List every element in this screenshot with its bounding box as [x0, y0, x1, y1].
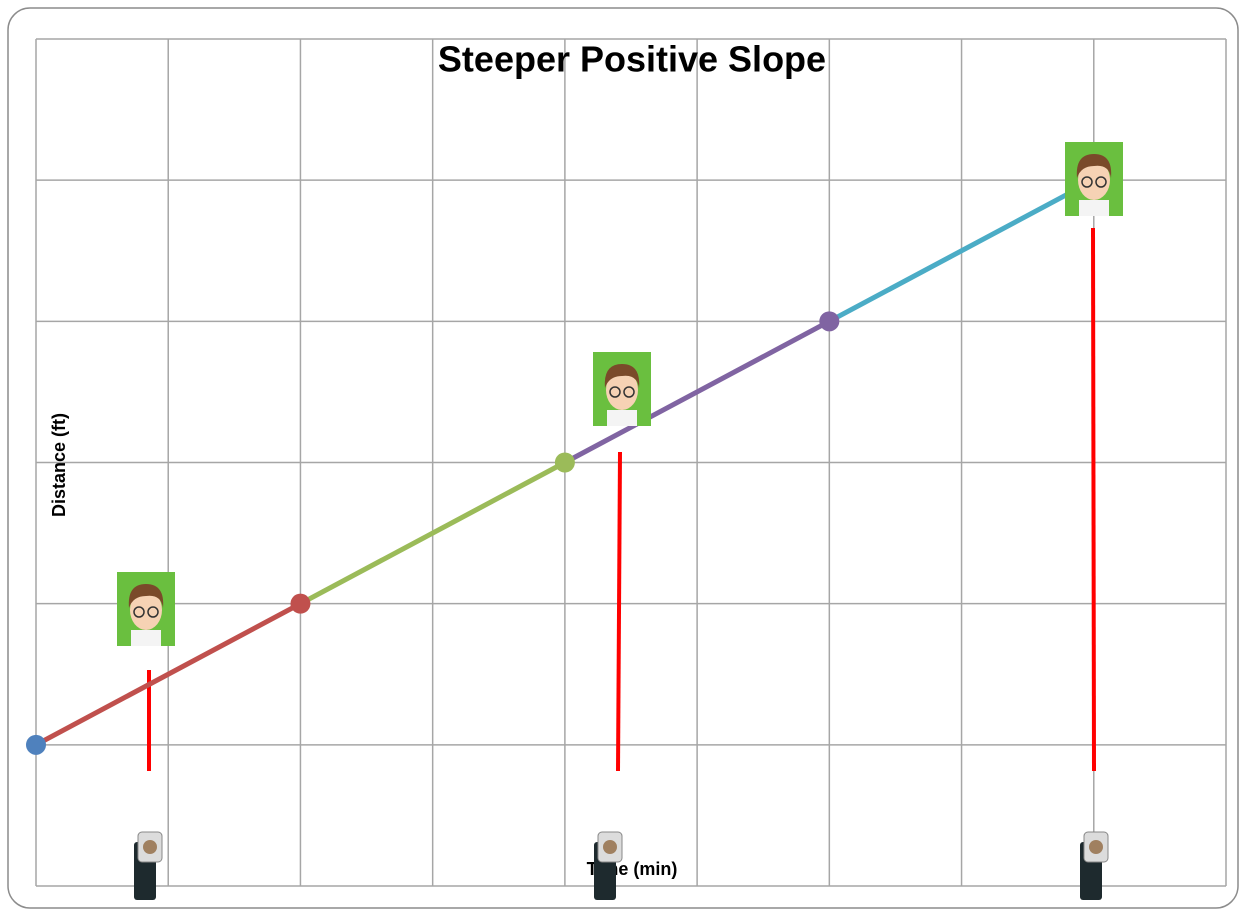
avatar: [117, 572, 175, 646]
scanner-lens: [143, 840, 157, 854]
data-point: [555, 453, 575, 473]
avatar-body: [607, 410, 637, 426]
y-axis-label: Distance (ft): [49, 413, 69, 517]
chart-title: Steeper Positive Slope: [438, 39, 826, 80]
scanner-lens: [603, 840, 617, 854]
scanner-lens: [1089, 840, 1103, 854]
slide-frame: [8, 8, 1238, 908]
chart: Steeper Positive Slope Distance (ft) Tim…: [0, 0, 1244, 911]
avatar-body: [131, 630, 161, 646]
height-marker: [1093, 228, 1094, 771]
data-point: [819, 311, 839, 331]
avatar: [593, 352, 651, 426]
avatar: [1065, 142, 1123, 216]
data-point: [290, 594, 310, 614]
data-point: [26, 735, 46, 755]
avatar-body: [1079, 200, 1109, 216]
height-marker: [618, 452, 620, 771]
